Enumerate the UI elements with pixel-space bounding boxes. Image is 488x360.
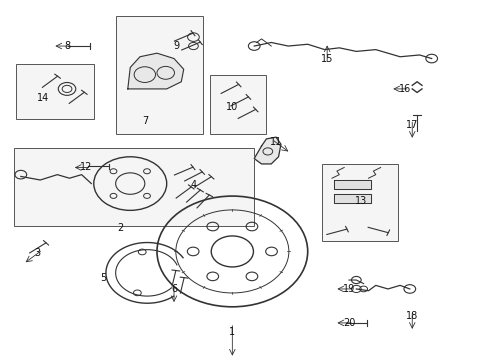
Bar bbox=[16, 64, 94, 119]
Polygon shape bbox=[334, 194, 370, 203]
Text: 4: 4 bbox=[190, 180, 196, 190]
Text: 7: 7 bbox=[142, 116, 148, 126]
Text: 8: 8 bbox=[64, 41, 70, 51]
Text: 5: 5 bbox=[100, 273, 106, 283]
Text: 18: 18 bbox=[406, 311, 418, 321]
Text: 9: 9 bbox=[173, 41, 179, 51]
Bar bbox=[322, 164, 397, 241]
Text: 1: 1 bbox=[229, 327, 235, 337]
Text: 3: 3 bbox=[35, 248, 41, 258]
Text: 15: 15 bbox=[320, 54, 333, 64]
Text: 2: 2 bbox=[117, 223, 123, 233]
Bar bbox=[116, 16, 203, 134]
Text: 6: 6 bbox=[171, 284, 177, 294]
Text: 14: 14 bbox=[37, 93, 49, 103]
Polygon shape bbox=[334, 180, 370, 189]
Polygon shape bbox=[254, 137, 281, 164]
Polygon shape bbox=[127, 53, 183, 89]
Bar bbox=[210, 75, 266, 134]
Text: 20: 20 bbox=[342, 318, 354, 328]
Text: 19: 19 bbox=[342, 284, 354, 294]
Text: 10: 10 bbox=[226, 102, 238, 112]
Text: 17: 17 bbox=[405, 120, 418, 130]
Text: 11: 11 bbox=[269, 138, 282, 148]
Text: 13: 13 bbox=[354, 197, 366, 206]
Bar bbox=[14, 148, 254, 226]
Bar bbox=[169, 157, 224, 205]
Text: 12: 12 bbox=[80, 162, 92, 172]
Text: 16: 16 bbox=[398, 84, 410, 94]
